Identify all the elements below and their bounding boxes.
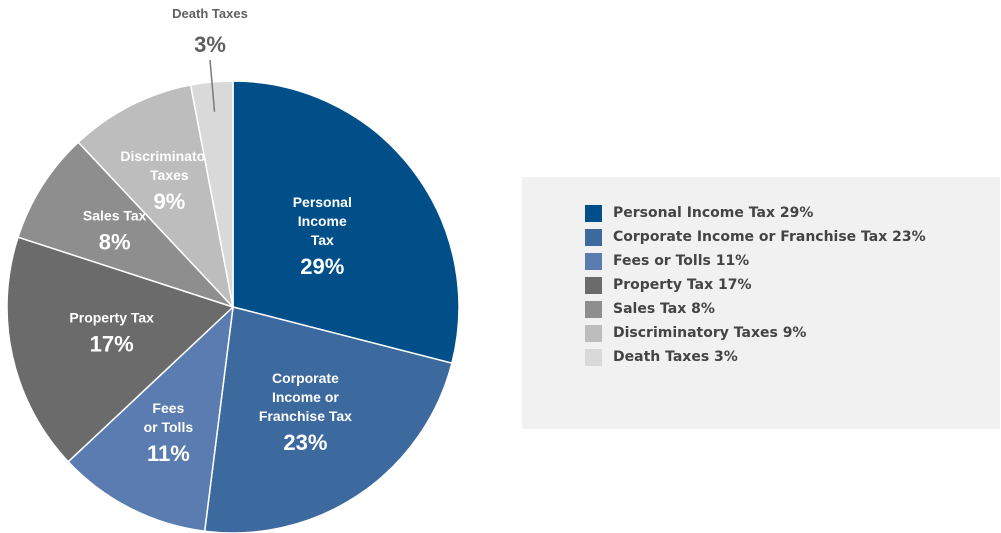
slice-pct-corporate-income-or-franchise-tax: 23% — [283, 430, 327, 455]
legend-swatch-sales-tax — [585, 300, 602, 318]
slice-pct-sales-tax: 8% — [99, 229, 131, 254]
slice-label-personal-income-tax: Personal — [293, 194, 352, 210]
legend-text-corporate-income-or-franchise-tax: Corporate Income or Franchise Tax 23% — [613, 229, 926, 245]
slice-label-sales-tax: Sales Tax — [83, 207, 147, 223]
slice-label-death-taxes: Death Taxes — [172, 6, 248, 21]
slice-label-property-tax: Property Tax — [69, 310, 154, 326]
pie-slice-property-tax — [6, 236, 235, 463]
slice-pct-personal-income-tax: 29% — [300, 254, 344, 279]
slice-label-personal-income-tax: Tax — [311, 232, 334, 248]
slice-pct-discriminatory-taxes: 9% — [153, 189, 185, 214]
legend-item-corporate-income-or-franchise-tax: Corporate Income or Franchise Tax 23% — [585, 225, 926, 249]
legend-item-fees-or-tolls: Fees or Tolls 11% — [585, 249, 926, 273]
pie-slice-fees-or-tolls — [67, 305, 235, 533]
legend-item-sales-tax: Sales Tax 8% — [585, 297, 926, 321]
slice-label-corporate-income-or-franchise-tax: Franchise Tax — [259, 408, 352, 424]
pie-slice-sales-tax — [17, 141, 234, 308]
legend-item-discriminatory-taxes: Discriminatory Taxes 9% — [585, 321, 926, 345]
leader-line-death-taxes — [209, 59, 216, 112]
legend-item-personal-income-tax: Personal Income Tax 29% — [585, 201, 926, 225]
legend: Personal Income Tax 29% Corporate Income … — [522, 177, 1000, 429]
slice-label-personal-income-tax: Income — [298, 213, 347, 229]
legend-text-fees-or-tolls: Fees or Tolls 11% — [613, 253, 750, 269]
slice-label-discriminatory-taxes: Discriminatory — [120, 148, 218, 164]
legend-swatch-death-taxes — [585, 348, 602, 366]
slice-label-fees-or-tolls: Fees — [152, 400, 184, 416]
pie-slice-discriminatory-taxes — [77, 84, 235, 310]
legend-swatch-discriminatory-taxes — [585, 324, 602, 342]
slice-label-corporate-income-or-franchise-tax: Corporate — [272, 370, 339, 386]
legend-list: Personal Income Tax 29% Corporate Income … — [585, 201, 926, 369]
slice-pct-fees-or-tolls: 11% — [147, 441, 190, 466]
legend-text-sales-tax: Sales Tax 8% — [613, 301, 715, 317]
legend-text-discriminatory-taxes: Discriminatory Taxes 9% — [613, 325, 807, 341]
pie-slice-personal-income-tax — [232, 80, 460, 365]
slice-pct-property-tax: 17% — [90, 332, 134, 357]
slice-label-fees-or-tolls: or Tolls — [144, 419, 194, 435]
legend-text-personal-income-tax: Personal Income Tax 29% — [613, 205, 814, 221]
slice-pct-death-taxes: 3% — [194, 32, 226, 57]
pie-chart: Personal Income Tax 29% Corporate Income or Fr… — [6, 6, 460, 533]
legend-swatch-property-tax — [585, 276, 602, 294]
slice-label-corporate-income-or-franchise-tax: Income or — [272, 389, 339, 405]
legend-swatch-personal-income-tax — [585, 204, 602, 222]
legend-item-death-taxes: Death Taxes 3% — [585, 345, 926, 369]
legend-text-death-taxes: Death Taxes 3% — [613, 349, 738, 365]
legend-swatch-fees-or-tolls — [585, 252, 602, 270]
legend-swatch-corporate-income-or-franchise-tax — [585, 228, 602, 246]
legend-item-property-tax: Property Tax 17% — [585, 273, 926, 297]
legend-text-property-tax: Property Tax 17% — [613, 277, 752, 293]
slice-label-discriminatory-taxes: Taxes — [150, 167, 189, 183]
